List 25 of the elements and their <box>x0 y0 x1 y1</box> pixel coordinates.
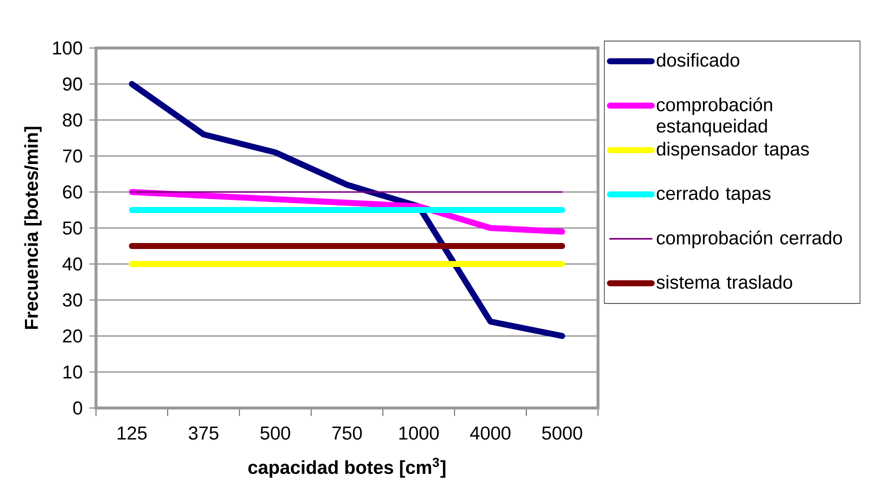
y-tick-label: 100 <box>53 41 82 55</box>
y-axis-title: Frecuencia [botes/min] <box>24 126 42 329</box>
y-tick-label: 80 <box>62 113 82 127</box>
x-tick-label: 750 <box>332 426 362 440</box>
y-tick-label: 40 <box>62 257 82 271</box>
y-tick-label: 50 <box>62 221 82 235</box>
x-tick-label: 4000 <box>470 426 510 440</box>
y-tick-label: 20 <box>63 329 82 343</box>
legend-label: comprobación cerrado <box>656 230 842 248</box>
x-tick-label: 5000 <box>542 426 582 440</box>
legend-label: dispensador tapas <box>656 142 809 160</box>
y-tick-label: 30 <box>62 293 82 307</box>
y-tick-label: 0 <box>73 401 82 415</box>
y-tick-label: 90 <box>62 77 82 91</box>
legend-label: dosificado <box>656 53 740 67</box>
x-tick-label: 125 <box>118 426 147 440</box>
x-axis-title: capacidad botes [cm$^{3}$] <box>248 458 446 478</box>
y-tick-label: 60 <box>63 185 82 199</box>
y-tick-label: 70 <box>63 149 82 163</box>
legend-label: cerrado tapas <box>656 186 770 204</box>
x-tick-label: 375 <box>188 426 218 440</box>
x-tick-label: 500 <box>260 426 290 440</box>
legend-label: sistema traslado <box>656 275 792 289</box>
y-tick-label: 10 <box>64 365 82 379</box>
x-tick-label: 1000 <box>399 426 439 440</box>
